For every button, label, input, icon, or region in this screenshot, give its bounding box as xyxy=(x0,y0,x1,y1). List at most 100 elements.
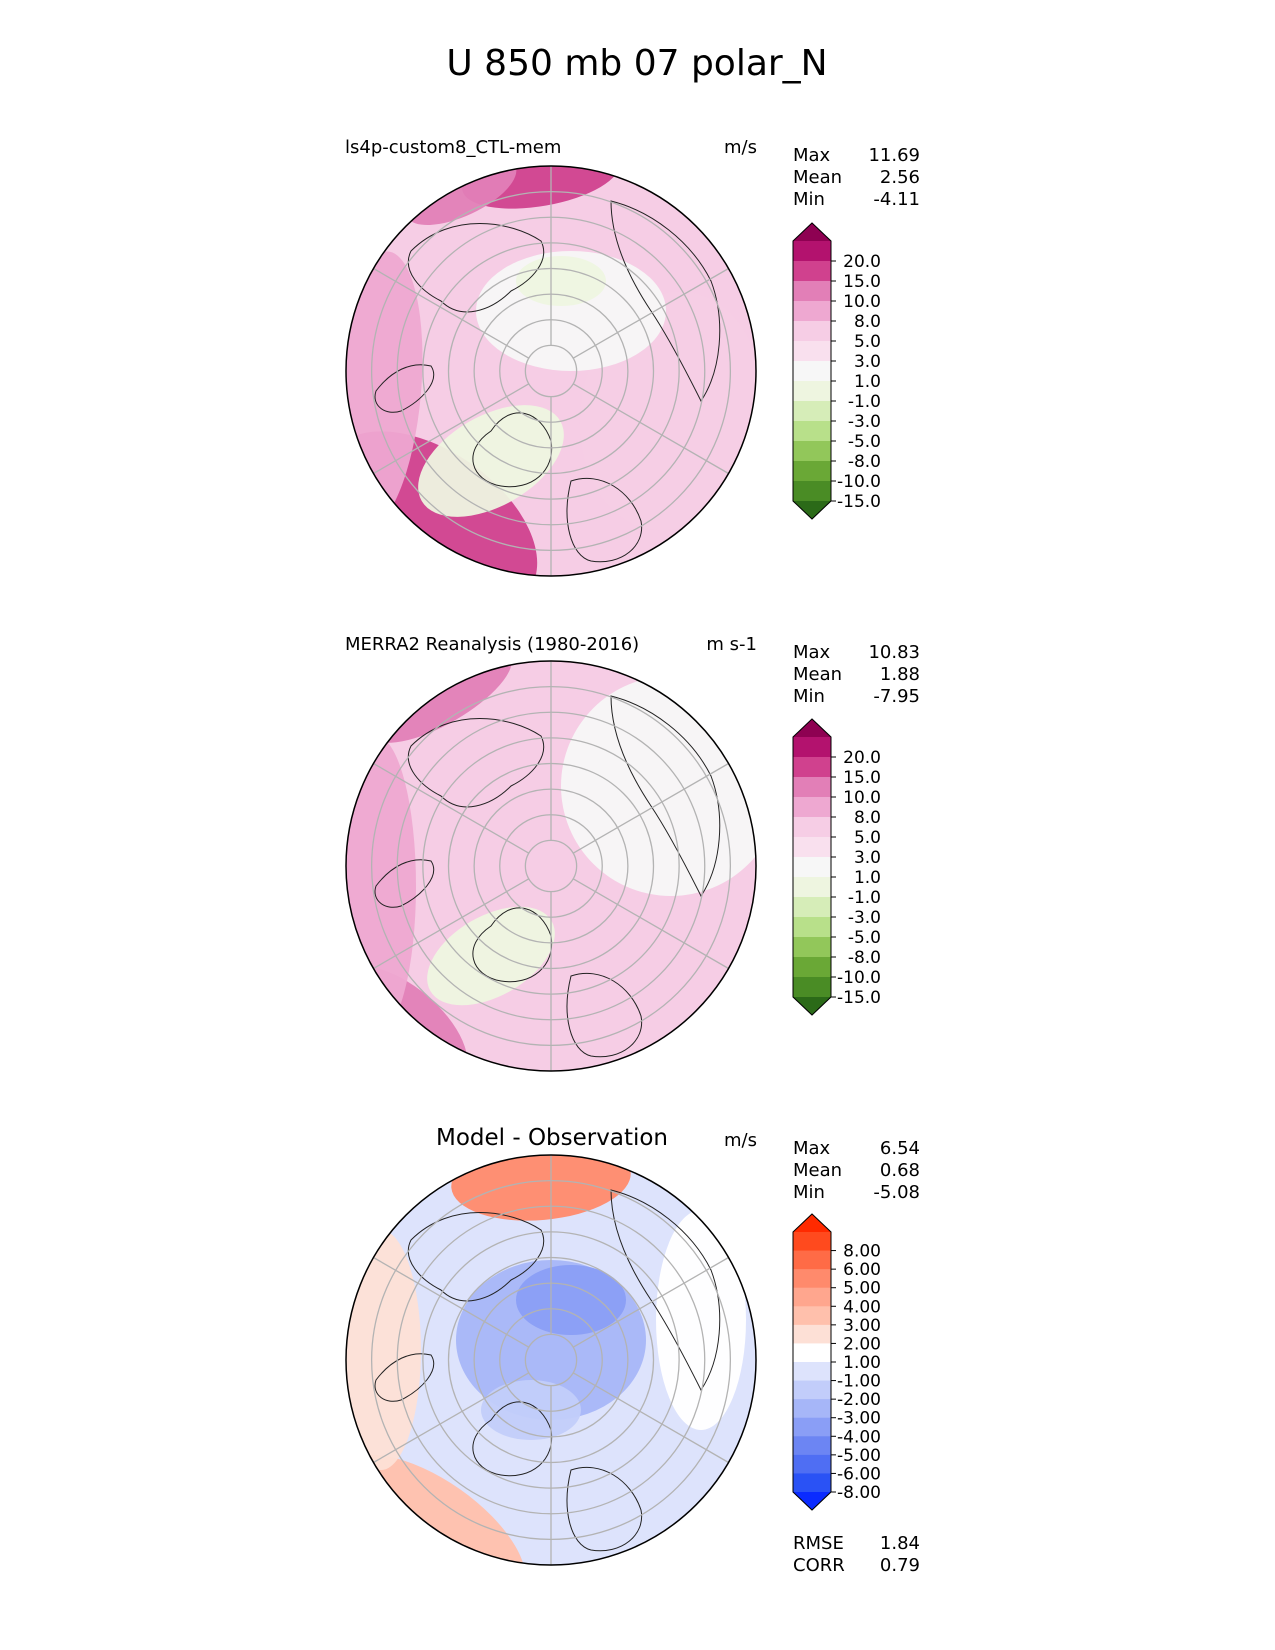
colorbar-swatch xyxy=(793,897,831,918)
blob-greenland-neg xyxy=(481,1380,581,1440)
colorbar-tick-label: -10.0 xyxy=(837,472,881,492)
colorbar-swatch xyxy=(793,1417,831,1437)
colorbar-tick-label: 10.0 xyxy=(843,292,881,312)
colorbar-swatch xyxy=(793,1287,831,1307)
colorbar-swatch xyxy=(793,1399,831,1419)
colorbar-tick-label: -1.00 xyxy=(837,1372,881,1392)
colorbar-tick-label: -8.0 xyxy=(848,948,881,968)
colorbar-tick-label: 8.0 xyxy=(854,808,881,828)
colorbar-tick-label: -3.00 xyxy=(837,1409,881,1429)
graticule xyxy=(370,661,732,1071)
colorbar-swatch xyxy=(793,361,831,382)
panel-2-stat-max-label: Max xyxy=(793,642,831,663)
colorbar-tick-label: 2.00 xyxy=(843,1334,881,1354)
colorbar-extend-min xyxy=(793,997,831,1015)
colorbar-swatch xyxy=(793,1250,831,1270)
colorbar-tick-label: -1.0 xyxy=(848,392,881,412)
coastline-1 xyxy=(407,223,545,313)
panel-3-stat-max-label: Max xyxy=(793,1138,831,1159)
colorbar-swatch xyxy=(793,1324,831,1344)
panel-1-label: ls4p-custom8_CTL-mem xyxy=(345,137,561,158)
blob-siberia-easterly xyxy=(516,256,606,306)
colorbar-swatch xyxy=(793,421,831,442)
coastline-5 xyxy=(374,364,435,413)
meridian-line xyxy=(572,1256,729,1348)
figure-title: U 850 mb 07 polar_N xyxy=(446,43,827,84)
panel-1-stat-min-value: -4.11 xyxy=(873,189,920,210)
coastline-2 xyxy=(472,907,553,983)
colorbar-swatch xyxy=(793,441,831,462)
panel-2-label: MERRA2 Reanalysis (1980-2016) xyxy=(345,634,639,655)
colorbar-tick-label: -1.0 xyxy=(848,888,881,908)
colorbar-tick-label: 3.00 xyxy=(843,1316,881,1336)
blob-east-weak xyxy=(561,676,756,896)
panel-3: Model - Observation m/s Max 6.54 Mean 0.… xyxy=(345,1125,920,1576)
panel-3-map xyxy=(345,1154,757,1566)
blob-arctic-neg-core xyxy=(516,1265,626,1335)
meridian-line xyxy=(373,762,530,854)
colorbar-tick-label: -10.0 xyxy=(837,968,881,988)
colorbar-tick-label: 3.0 xyxy=(854,848,881,868)
panel-1: ls4p-custom8_CTL-mem m/s Max 11.69 Mean … xyxy=(345,137,920,577)
colorbar-swatch xyxy=(793,281,831,302)
panel-1-stat-mean-value: 2.56 xyxy=(880,167,920,188)
panel-3-stat-max-value: 6.54 xyxy=(880,1138,920,1159)
panel-3-colorbar: 8.006.005.004.003.002.001.00-1.00-2.00-3… xyxy=(792,1213,881,1511)
panel-1-colorbar: 20.015.010.08.05.03.01.0-1.0-3.0-5.0-8.0… xyxy=(792,222,881,520)
colorbar-extend-min xyxy=(793,501,831,519)
meridian-line xyxy=(373,1372,530,1464)
colorbar-tick-label: 3.0 xyxy=(854,352,881,372)
panel-3-stat-min-value: -5.08 xyxy=(873,1182,920,1203)
panel-1-stat-mean-label: Mean xyxy=(793,167,842,188)
coastline-2 xyxy=(472,1401,553,1477)
colorbar-tick-label: 15.0 xyxy=(843,272,881,292)
colorbar-swatch xyxy=(793,241,831,262)
colorbar-swatch xyxy=(793,857,831,878)
panel-2-colorbar: 20.015.010.08.05.03.01.0-1.0-3.0-5.0-8.0… xyxy=(792,718,881,1016)
panel-3-rmse-value: 1.84 xyxy=(880,1533,920,1554)
colorbar-tick-label: 8.0 xyxy=(854,312,881,332)
panel-2-stat-mean-label: Mean xyxy=(793,664,842,685)
colorbar-swatch xyxy=(793,1362,831,1382)
meridian-line xyxy=(572,762,729,854)
coastline-5 xyxy=(374,859,435,908)
colorbar-swatch xyxy=(793,1454,831,1474)
colorbar-swatch xyxy=(793,1232,831,1252)
coastline-1 xyxy=(407,1212,545,1302)
colorbar-swatch xyxy=(793,1269,831,1289)
panel-3-stat-mean-value: 0.68 xyxy=(880,1160,920,1181)
colorbar-swatch xyxy=(793,817,831,838)
colorbar-tick-label: -2.00 xyxy=(837,1390,881,1410)
coastline-4 xyxy=(566,477,643,563)
panel-2-units: m s-1 xyxy=(706,634,757,655)
colorbar-swatch xyxy=(793,917,831,938)
panel-1-units: m/s xyxy=(724,137,757,158)
colorbar-tick-label: 20.0 xyxy=(843,748,881,768)
colorbar-tick-label: 15.0 xyxy=(843,768,881,788)
colorbar-tick-label: -8.00 xyxy=(837,1483,881,1503)
panel-3-stat-mean-label: Mean xyxy=(793,1160,842,1181)
colorbar-extend-max xyxy=(793,1214,831,1232)
colorbar-extend-max xyxy=(793,223,831,241)
panel-3-rmse-label: RMSE xyxy=(793,1533,844,1554)
blob-east-bias xyxy=(656,1210,746,1430)
panel-2-map xyxy=(345,660,757,1072)
colorbar-swatch xyxy=(793,481,831,502)
panel-2: MERRA2 Reanalysis (1980-2016) m s-1 Max … xyxy=(345,634,920,1072)
colorbar-swatch xyxy=(793,301,831,322)
colorbar-tick-label: 5.0 xyxy=(854,828,881,848)
colorbar-tick-label: 20.0 xyxy=(843,252,881,272)
map-border xyxy=(345,1154,757,1566)
coastline-3 xyxy=(610,1189,721,1391)
colorbar-swatch xyxy=(793,837,831,858)
colorbar-tick-label: 10.0 xyxy=(843,788,881,808)
colorbar-swatch xyxy=(793,1436,831,1456)
colorbar-swatch xyxy=(793,977,831,998)
colorbar-tick-label: -4.00 xyxy=(837,1427,881,1447)
colorbar-swatch xyxy=(793,737,831,758)
panel-3-corr-label: CORR xyxy=(793,1555,845,1576)
panel-1-map xyxy=(345,165,757,577)
colorbar-tick-label: 5.00 xyxy=(843,1279,881,1299)
colorbar-tick-label: -5.00 xyxy=(837,1446,881,1466)
